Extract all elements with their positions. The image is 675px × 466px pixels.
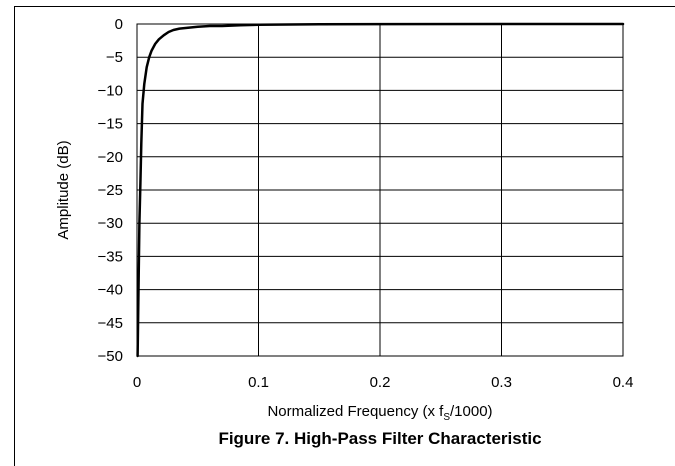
y-tick-label: −30 [98, 215, 123, 232]
figure-caption: Figure 7. High-Pass Filter Characteristi… [218, 429, 541, 448]
x-tick-label: 0.4 [613, 374, 634, 391]
y-tick-label: −40 [98, 282, 123, 299]
y-tick-label: −5 [106, 49, 123, 66]
series-layer [136, 22, 625, 358]
x-axis-label-main: Normalized Frequency (x f [267, 403, 444, 420]
y-axis-tick-labels: 0 −5 −10 −15 −20 −25 −30 −35 −40 −45 −50 [98, 16, 123, 365]
y-tick-label: −35 [98, 248, 123, 265]
x-axis-label: Normalized Frequency (x fS/1000) [267, 403, 492, 423]
x-tick-label: 0 [133, 374, 141, 391]
x-axis-label-tail: /1000) [450, 403, 493, 420]
x-tick-label: 0.1 [248, 374, 269, 391]
y-tick-label: −45 [98, 315, 123, 332]
frame-top-border [14, 6, 675, 7]
y-tick-label: −25 [98, 182, 123, 199]
y-tick-label: −20 [98, 149, 123, 166]
x-tick-label: 0.2 [370, 374, 391, 391]
frame-left-border [14, 6, 15, 466]
y-tick-label: −10 [98, 82, 123, 99]
y-axis-label: Amplitude (dB) [55, 140, 72, 239]
y-tick-label: 0 [115, 16, 123, 33]
series-line-0 [136, 22, 625, 358]
x-axis-label-subscript: S [443, 412, 450, 423]
x-tick-label: 0.3 [491, 374, 512, 391]
y-tick-label: −50 [98, 348, 123, 365]
y-tick-label: −15 [98, 116, 123, 133]
plot-area-border [136, 23, 624, 357]
x-axis-tick-labels: 0 0.1 0.2 0.3 0.4 [133, 374, 634, 391]
grid-lines [136, 23, 624, 357]
